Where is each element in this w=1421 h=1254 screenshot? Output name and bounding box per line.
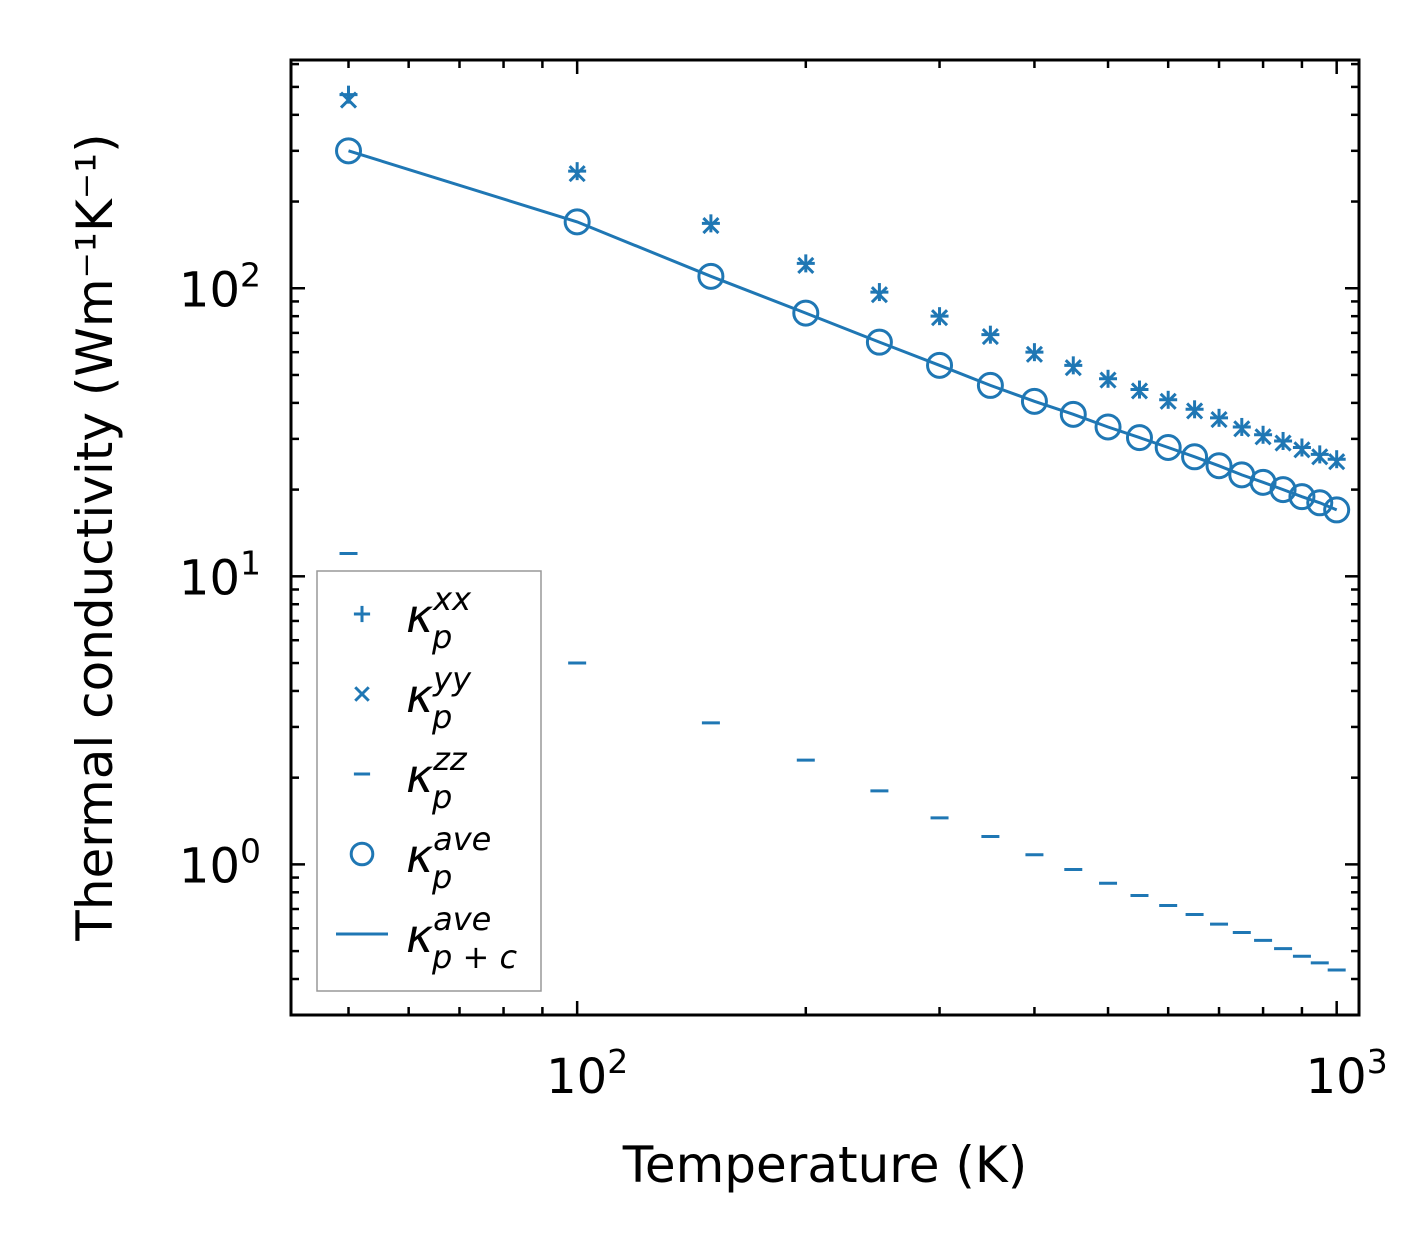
legend-entry-kxx: κxx p <box>353 580 472 656</box>
point-kave-100 <box>563 208 591 236</box>
legend-label-kzz: κzz p <box>406 740 468 816</box>
point-kave-350 <box>976 371 1004 399</box>
point-kave-550 <box>1125 424 1153 452</box>
legend-label-kave: κave p <box>406 820 491 896</box>
point-kave-950 <box>1306 489 1334 517</box>
point-kave-850 <box>1269 476 1297 504</box>
legend-marker-kyy <box>354 686 370 702</box>
axes: 102 103 100 101 102 <box>179 58 1388 1105</box>
point-kxx-450 <box>1064 356 1083 375</box>
y-tick-label-1: 100 <box>179 831 261 894</box>
x-axis-title: Temperature (K) <box>622 1136 1027 1194</box>
point-kxx-850 <box>1274 431 1293 450</box>
y-tick-label-10: 101 <box>179 543 261 606</box>
point-kyy-950 <box>1311 448 1329 466</box>
point-kyy-900 <box>1293 441 1311 459</box>
point-kxx-1000 <box>1327 450 1346 469</box>
legend-marker-kxx <box>353 605 371 623</box>
legend-entry-kave: κave p <box>349 820 491 896</box>
point-kyy-1000 <box>1328 453 1346 471</box>
plot-frame <box>289 58 1361 1017</box>
point-kave-650 <box>1181 443 1209 471</box>
point-kyy-550 <box>1130 382 1149 400</box>
point-kyy-300 <box>930 309 949 327</box>
point-kyy-850 <box>1274 434 1292 452</box>
x-tick-label-100: 102 <box>546 1042 628 1105</box>
series-kzz <box>339 552 1346 972</box>
point-kave-200 <box>792 299 820 327</box>
point-kxx-150 <box>701 214 720 233</box>
point-kyy-450 <box>1064 359 1082 377</box>
point-kyy-400 <box>1025 345 1043 363</box>
legend-entry-kpc: κave p + c <box>336 900 517 976</box>
point-kxx-950 <box>1310 445 1329 464</box>
point-kave-1000 <box>1323 496 1351 524</box>
point-kxx-100 <box>568 162 587 181</box>
plot-area <box>335 85 1351 972</box>
y-tick-label-100: 102 <box>179 255 261 318</box>
point-kyy-650 <box>1186 402 1204 420</box>
point-kave-500 <box>1094 413 1122 441</box>
point-kave-250 <box>865 328 893 356</box>
series-kave <box>335 137 1351 524</box>
point-kxx-900 <box>1292 438 1311 457</box>
y-axis-title: Thermal conductivity (Wm⁻¹K⁻¹) <box>66 133 124 941</box>
legend-label-kyy: κyy p <box>406 660 472 736</box>
point-kave-700 <box>1205 452 1233 480</box>
point-kxx-250 <box>870 283 889 302</box>
point-kyy-200 <box>797 256 815 275</box>
point-kave-400 <box>1020 387 1048 415</box>
legend-entry-kyy: κyy p <box>354 660 472 736</box>
point-kave-900 <box>1288 483 1316 511</box>
point-kave-300 <box>926 351 954 379</box>
point-kyy-350 <box>981 327 999 346</box>
point-kyy-700 <box>1210 411 1228 429</box>
point-kave-600 <box>1154 434 1182 462</box>
point-kyy-250 <box>870 286 888 304</box>
point-kave-50 <box>335 137 363 165</box>
point-kave-450 <box>1059 400 1087 428</box>
legend-label-kxx: κxx p <box>406 580 472 656</box>
legend-box <box>316 570 542 992</box>
point-kyy-100 <box>568 165 586 183</box>
point-kyy-750 <box>1233 420 1251 438</box>
x-tick-label-1000: 103 <box>1306 1042 1388 1105</box>
point-kave-150 <box>697 262 725 290</box>
point-kyy-800 <box>1254 428 1272 446</box>
point-kyy-600 <box>1159 392 1177 410</box>
legend-entry-kzz: κzz p <box>353 740 468 816</box>
legend-label-kpc: κave p + c <box>406 900 517 976</box>
point-kyy-50 <box>339 91 358 109</box>
series-line-kpc <box>348 149 1338 512</box>
point-kyy-500 <box>1099 371 1117 389</box>
series-kyy <box>339 91 1346 471</box>
legend-marker-kave <box>349 841 375 867</box>
point-kyy-150 <box>702 217 720 235</box>
